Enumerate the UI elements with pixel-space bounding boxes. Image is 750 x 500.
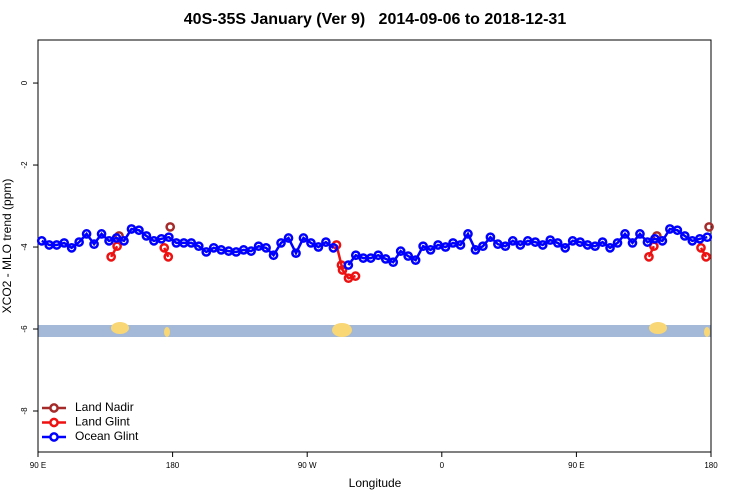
legend-label: Ocean Glint bbox=[75, 429, 139, 443]
x-tick-label: 90 E bbox=[30, 461, 46, 470]
data-point bbox=[350, 271, 361, 281]
data-point bbox=[679, 231, 690, 241]
data-point bbox=[515, 240, 526, 250]
y-axis-label: XCO2 - MLO trend (ppm) bbox=[0, 179, 14, 314]
data-point bbox=[119, 236, 129, 246]
y-tick-label: -4 bbox=[20, 243, 29, 251]
data-point bbox=[597, 237, 608, 247]
data-point bbox=[321, 237, 331, 247]
data-point bbox=[627, 238, 638, 248]
data-point bbox=[672, 225, 683, 236]
data-point bbox=[463, 229, 473, 239]
data-point bbox=[657, 236, 668, 246]
data-point bbox=[163, 252, 174, 262]
data-point bbox=[164, 232, 174, 243]
x-tick-label: 180 bbox=[704, 461, 718, 470]
data-point bbox=[470, 245, 481, 255]
data-point bbox=[403, 251, 413, 261]
data-point bbox=[186, 238, 197, 248]
y-tick-label: 0 bbox=[20, 80, 29, 85]
data-point bbox=[612, 238, 623, 248]
data-point bbox=[298, 233, 309, 243]
data-point bbox=[410, 255, 421, 265]
data-point bbox=[425, 245, 436, 255]
y-tick-label: -2 bbox=[20, 161, 29, 169]
data-point bbox=[74, 237, 84, 247]
data-point bbox=[701, 252, 711, 262]
legend-marker bbox=[49, 403, 59, 413]
data-point bbox=[704, 222, 714, 232]
data-point bbox=[328, 242, 339, 253]
data-point bbox=[373, 250, 384, 261]
land-mask-band bbox=[38, 325, 711, 337]
data-point bbox=[165, 222, 176, 232]
data-point bbox=[159, 242, 170, 253]
data-point bbox=[283, 233, 294, 243]
data-point bbox=[642, 237, 653, 247]
data-point bbox=[261, 242, 271, 253]
data-point bbox=[337, 265, 348, 275]
data-point bbox=[246, 246, 256, 256]
data-point bbox=[141, 231, 152, 241]
data-point bbox=[552, 238, 563, 248]
x-axis-label: Longitude bbox=[349, 476, 402, 490]
x-tick-label: 90 E bbox=[568, 461, 584, 470]
data-point bbox=[193, 241, 204, 252]
data-point bbox=[59, 238, 70, 248]
data-point bbox=[507, 236, 518, 246]
data-point bbox=[485, 232, 496, 243]
chart-title: 40S-35S January (Ver 9) 2014-09-06 to 20… bbox=[184, 11, 567, 28]
data-point bbox=[343, 260, 354, 270]
data-point bbox=[66, 242, 77, 253]
data-point bbox=[605, 242, 615, 253]
legend-marker bbox=[49, 417, 59, 428]
data-point bbox=[112, 241, 122, 252]
data-point bbox=[590, 241, 600, 252]
data-point bbox=[268, 250, 279, 261]
data-point bbox=[134, 225, 144, 236]
data-point bbox=[418, 241, 428, 252]
data-point bbox=[106, 252, 116, 262]
data-point bbox=[81, 229, 92, 239]
x-tick-label: 180 bbox=[166, 461, 180, 470]
data-point bbox=[276, 238, 286, 248]
data-point bbox=[635, 229, 645, 239]
data-point bbox=[36, 236, 47, 246]
legend-label: Land Glint bbox=[75, 415, 130, 429]
data-point bbox=[696, 242, 706, 253]
series-line bbox=[110, 244, 708, 280]
data-point bbox=[380, 254, 391, 264]
data-point bbox=[201, 247, 212, 257]
data-point bbox=[313, 242, 324, 252]
data-point bbox=[96, 229, 107, 239]
data-point bbox=[291, 248, 301, 259]
y-tick-label: -6 bbox=[20, 325, 29, 333]
data-point bbox=[620, 229, 630, 239]
data-point bbox=[702, 232, 713, 243]
data-point bbox=[500, 241, 511, 252]
x-tick-label: 90 W bbox=[298, 461, 317, 470]
land-mask bbox=[111, 322, 710, 337]
legend-marker bbox=[49, 432, 59, 442]
y-tick-label: -8 bbox=[20, 407, 29, 415]
data-point bbox=[89, 239, 99, 250]
data-point bbox=[395, 246, 406, 256]
x-tick-label: 0 bbox=[440, 461, 445, 470]
data-point bbox=[306, 238, 316, 248]
data-point bbox=[537, 240, 548, 250]
data-point bbox=[478, 241, 488, 252]
data-point bbox=[440, 242, 451, 252]
plot-frame bbox=[37, 39, 712, 453]
data-point bbox=[644, 252, 654, 262]
legend-label: Land Nadir bbox=[75, 400, 134, 414]
data-point bbox=[455, 240, 466, 250]
data-point bbox=[560, 242, 571, 253]
data-point bbox=[388, 257, 399, 268]
